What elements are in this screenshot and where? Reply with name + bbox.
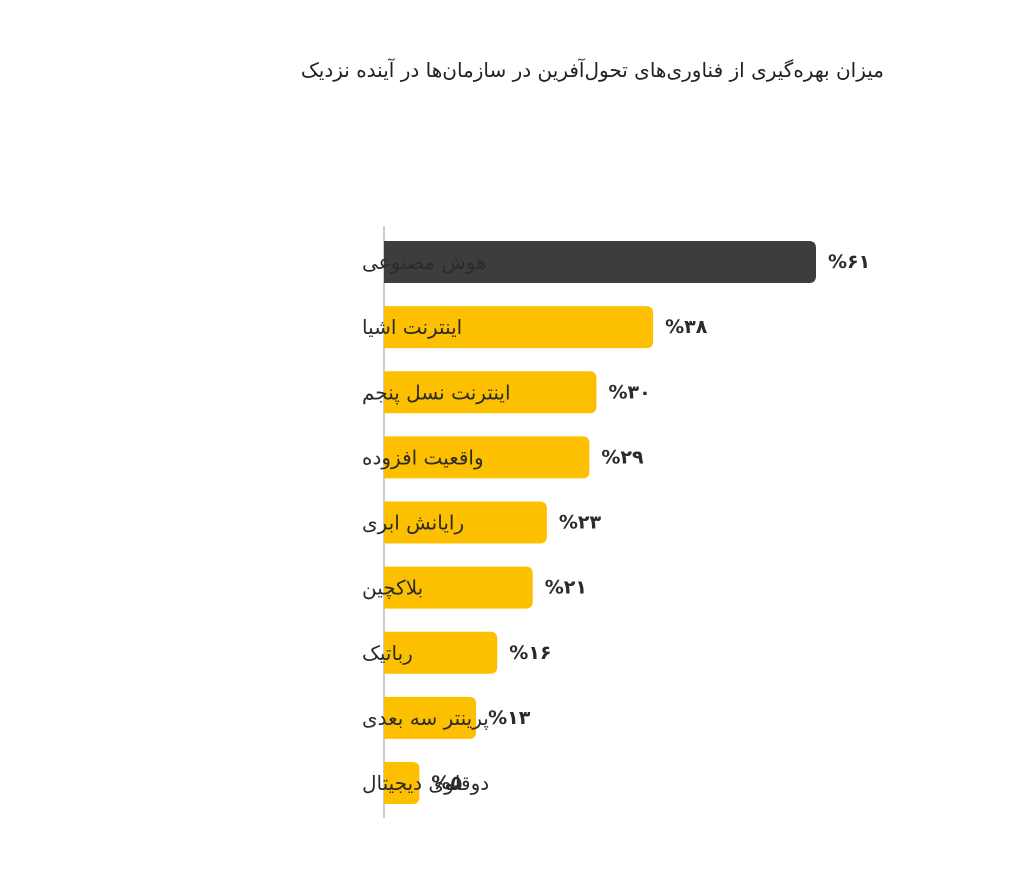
category-label: رایانش ابری — [362, 511, 464, 535]
bar — [384, 566, 533, 609]
value-label: %۳۸ — [665, 316, 708, 338]
bar — [384, 762, 420, 804]
bar — [384, 306, 654, 349]
bar — [384, 371, 597, 414]
category-label: دوقلوی دیجیتال — [362, 771, 489, 795]
category-label: رباتیک — [362, 641, 413, 665]
category-label: اینترنت اشیا — [362, 315, 462, 339]
value-label: %۵ — [431, 772, 462, 794]
value-label: %۶۱ — [828, 251, 870, 273]
chart-title: میزان بهره‌گیری از فناوری‌های تحول‌آفرین… — [300, 58, 884, 82]
bar — [384, 241, 816, 283]
category-label: هوش مصنوعی — [362, 250, 487, 274]
category-label: پرینتر سه بعدی — [362, 706, 489, 731]
value-label: %۱۶ — [509, 642, 551, 664]
value-label: %۲۹ — [601, 446, 644, 468]
bar — [384, 501, 547, 544]
bar — [384, 696, 477, 739]
value-label: %۱۳ — [488, 707, 531, 729]
value-label: %۲۳ — [559, 512, 602, 534]
category-label: بلاکچین — [362, 576, 423, 600]
category-label: اینترنت نسل پنجم — [362, 380, 511, 405]
category-label: واقعیت افزوده — [362, 445, 484, 469]
value-label: %۲۱ — [545, 577, 587, 599]
bar — [384, 436, 590, 479]
value-label: %۳۰ — [608, 381, 650, 403]
bar — [384, 631, 498, 674]
